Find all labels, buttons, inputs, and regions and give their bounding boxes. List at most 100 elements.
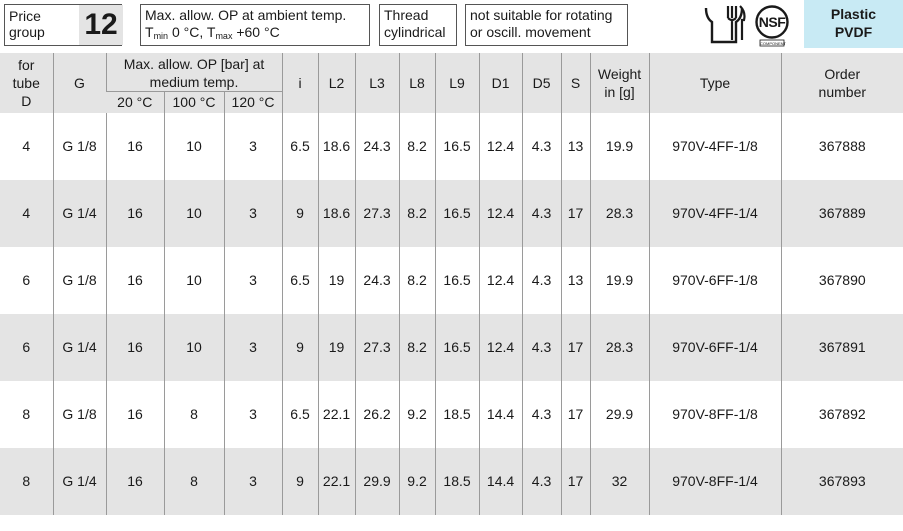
cell-tube-d: 4	[0, 179, 53, 247]
col-header-weight: Weight in [g]	[589, 53, 650, 113]
cell-op-100: 8	[163, 447, 224, 515]
cell-thread-g: G 1/8	[52, 112, 106, 180]
cell-op-120: 3	[223, 179, 283, 247]
fitting-spec-table: for tube D G Max. allow. OP [bar] at medium…	[0, 53, 903, 515]
cell-type: 970V-4FF-1/8	[648, 112, 782, 180]
table-row: 4 G 1/8 16 10 3 6.5 18.6 24.3 8.2 16.5 12.4 4.3 13 19…	[0, 112, 903, 180]
cell-dim-l3: 27.3	[354, 179, 400, 247]
col-header-l8: L8	[398, 53, 436, 113]
cell-dim-d5: 4.3	[521, 380, 562, 448]
cell-weight: 28.3	[589, 313, 650, 381]
food-safe-icon	[704, 5, 746, 44]
cell-dim-s: 17	[560, 447, 591, 515]
ambient-temp-range: Tmin 0 °C, Tmax +60 °C	[145, 24, 280, 41]
cell-thread-g: G 1/4	[52, 179, 106, 247]
cell-dim-i: 6.5	[281, 246, 319, 314]
cell-op-120: 3	[223, 447, 283, 515]
col-header-temp-120: 120 °C	[223, 91, 283, 113]
cell-weight: 19.9	[589, 112, 650, 180]
cell-dim-i: 6.5	[281, 112, 319, 180]
cell-dim-l8: 9.2	[398, 380, 436, 448]
cell-dim-d1: 14.4	[478, 380, 523, 448]
cell-dim-l3: 26.2	[354, 380, 400, 448]
cell-op-100: 10	[163, 313, 224, 381]
cell-dim-l9: 16.5	[434, 313, 480, 381]
cell-order-number: 367890	[780, 246, 903, 314]
cell-dim-i: 9	[281, 179, 319, 247]
col-header-s: S	[560, 53, 591, 113]
cell-op-120: 3	[223, 246, 283, 314]
cell-type: 970V-8FF-1/8	[648, 380, 782, 448]
cell-order-number: 367893	[780, 447, 903, 515]
cell-order-number: 367892	[780, 380, 903, 448]
col-header-type: Type	[648, 53, 782, 113]
col-header-d1: D1	[478, 53, 523, 113]
cell-type: 970V-4FF-1/4	[648, 179, 782, 247]
cell-order-number: 367889	[780, 179, 903, 247]
movement-warning-box: not suitable for rotating or oscill. mov…	[465, 4, 628, 46]
cell-dim-l2: 18.6	[317, 112, 356, 180]
cell-dim-i: 6.5	[281, 380, 319, 448]
cell-dim-d1: 14.4	[478, 447, 523, 515]
cell-dim-s: 17	[560, 179, 591, 247]
cell-op-20: 16	[105, 380, 164, 448]
col-header-g: G	[52, 53, 106, 113]
cell-dim-d1: 12.4	[478, 179, 523, 247]
cell-op-20: 16	[105, 313, 164, 381]
cell-tube-d: 8	[0, 447, 53, 515]
col-header-l2: L2	[317, 53, 356, 113]
cell-dim-d5: 4.3	[521, 112, 562, 180]
cell-op-100: 10	[163, 112, 224, 180]
price-group-label: Price group	[9, 8, 45, 40]
cell-dim-l2: 19	[317, 313, 356, 381]
cell-dim-d1: 12.4	[478, 246, 523, 314]
cell-dim-l9: 18.5	[434, 380, 480, 448]
cell-op-20: 16	[105, 112, 164, 180]
cell-dim-s: 13	[560, 246, 591, 314]
cell-op-20: 16	[105, 246, 164, 314]
cell-thread-g: G 1/4	[52, 313, 106, 381]
col-header-l3: L3	[354, 53, 400, 113]
cell-dim-l2: 18.6	[317, 179, 356, 247]
cell-order-number: 367891	[780, 313, 903, 381]
price-group-value: 12	[79, 5, 123, 45]
ambient-op-title: Max. allow. OP at ambient temp.	[145, 7, 347, 23]
cell-op-100: 10	[163, 246, 224, 314]
cell-dim-d5: 4.3	[521, 179, 562, 247]
cell-dim-d1: 12.4	[478, 313, 523, 381]
cell-op-100: 8	[163, 380, 224, 448]
cell-thread-g: G 1/8	[52, 246, 106, 314]
cell-type: 970V-6FF-1/4	[648, 313, 782, 381]
product-header: Price group 12 Max. allow. OP at ambient…	[0, 0, 903, 50]
cell-weight: 29.9	[589, 380, 650, 448]
cell-dim-l9: 16.5	[434, 246, 480, 314]
cell-op-120: 3	[223, 112, 283, 180]
cell-tube-d: 4	[22, 138, 31, 154]
cell-dim-l2: 19	[317, 246, 356, 314]
cell-dim-l3: 24.3	[354, 112, 400, 180]
cell-thread-g: G 1/4	[52, 447, 106, 515]
cell-weight: 19.9	[589, 246, 650, 314]
cell-dim-l9: 16.5	[434, 112, 480, 180]
cell-type: 970V-8FF-1/4	[648, 447, 782, 515]
col-header-temp-100: 100 °C	[163, 91, 224, 113]
cell-op-20: 16	[105, 447, 164, 515]
col-header-temp-20: 20 °C	[106, 91, 164, 113]
cell-op-100: 10	[163, 179, 224, 247]
col-header-d5: D5	[521, 53, 562, 113]
cell-dim-l3: 29.9	[354, 447, 400, 515]
cell-dim-d1: 12.4	[478, 112, 523, 180]
cell-op-20: 16	[105, 179, 164, 247]
cell-op-120: 3	[223, 380, 283, 448]
cell-dim-d5: 4.3	[521, 246, 562, 314]
thread-type-box: Thread cylindrical	[379, 4, 457, 46]
cell-dim-l3: 24.3	[354, 246, 400, 314]
cell-thread-g: G 1/8	[52, 380, 106, 448]
cell-dim-l3: 27.3	[354, 313, 400, 381]
cell-op-120: 3	[223, 313, 283, 381]
cell-tube-d: 8	[22, 406, 31, 422]
col-header-order-number: Order number	[780, 53, 903, 113]
cell-dim-l8: 8.2	[398, 112, 436, 180]
